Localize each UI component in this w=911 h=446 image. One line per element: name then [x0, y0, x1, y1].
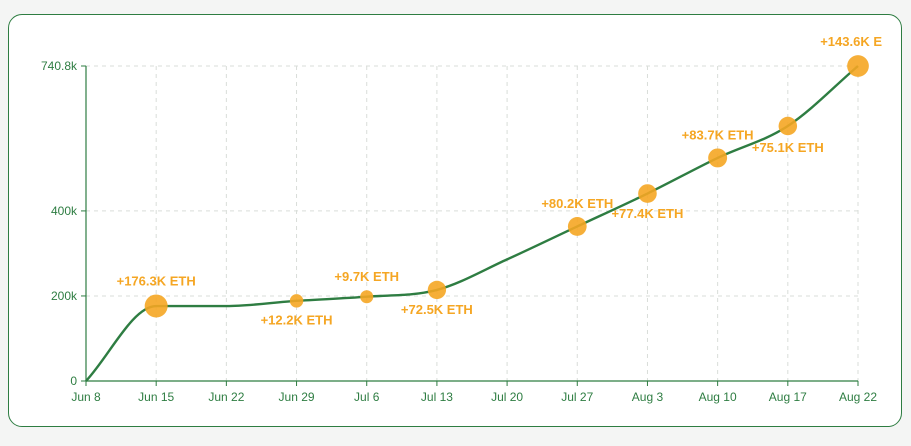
data-label: +77.4K ETH — [611, 206, 683, 221]
data-point-marker — [778, 116, 798, 136]
data-label: +72.5K ETH — [401, 302, 473, 317]
data-point-marker — [144, 294, 168, 318]
data-label: +83.7K ETH — [682, 127, 754, 142]
x-tick-label: Jul 27 — [561, 390, 593, 404]
x-tick-label: Jul 13 — [421, 390, 453, 404]
x-tick-label: Jul 6 — [354, 390, 380, 404]
data-point-marker — [427, 280, 447, 300]
x-tick-label: Aug 17 — [769, 390, 807, 404]
x-tick-label: Jun 8 — [71, 390, 101, 404]
data-label: +143.6K E — [820, 34, 882, 49]
data-label: +9.7K ETH — [334, 269, 399, 284]
x-tick-label: Jun 15 — [138, 390, 174, 404]
data-label: +75.1K ETH — [752, 140, 824, 155]
y-tick-label: 740.8k — [41, 59, 78, 73]
y-tick-label: 400k — [51, 204, 78, 218]
x-tick-label: Aug 10 — [699, 390, 737, 404]
data-point-marker — [638, 184, 657, 203]
data-point-marker — [847, 55, 869, 77]
chart-card — [8, 14, 902, 427]
series-line — [85, 65, 859, 382]
x-tick-label: Jun 29 — [279, 390, 315, 404]
y-tick-label: 200k — [51, 289, 78, 303]
data-point-marker — [567, 217, 587, 236]
data-point-marker — [289, 294, 304, 308]
x-tick-label: Jun 22 — [208, 390, 244, 404]
data-point-marker — [360, 290, 374, 304]
x-tick-label: Aug 22 — [839, 390, 877, 404]
data-label: +12.2K ETH — [261, 313, 333, 328]
x-tick-label: Jul 20 — [491, 390, 523, 404]
x-tick-label: Aug 3 — [632, 390, 664, 404]
data-label: +80.2K ETH — [541, 196, 613, 211]
y-tick-label: 0 — [70, 374, 77, 388]
data-point-marker — [708, 148, 728, 168]
data-label: +176.3K ETH — [117, 274, 196, 289]
